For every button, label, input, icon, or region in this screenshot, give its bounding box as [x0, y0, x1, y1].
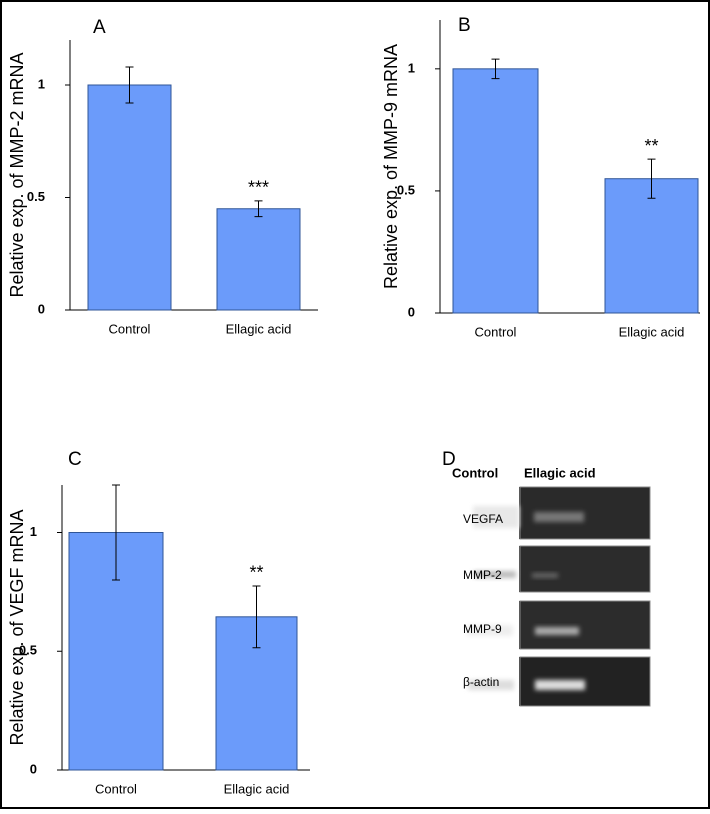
significance: ***	[248, 178, 269, 198]
band	[468, 680, 514, 690]
panel-label: A	[93, 17, 106, 38]
y-axis-label: Relative exp. of MMP-9 mRNA	[381, 44, 401, 289]
panel-label: D	[442, 449, 456, 470]
band	[474, 571, 516, 578]
y-axis-label: Relative exp. of MMP-2 mRNA	[7, 52, 27, 297]
error-bar	[647, 158, 656, 199]
y-tick-label: 0.5	[27, 189, 45, 204]
gel-row-label: MMP-2	[463, 568, 502, 582]
panel-label: C	[68, 449, 82, 470]
y-tick-label: 1	[38, 76, 45, 91]
band	[535, 627, 579, 635]
gel-row-label: VEGFA	[463, 512, 503, 526]
band	[473, 506, 519, 528]
gel-row-label: MMP-9	[463, 622, 502, 636]
error-bar	[252, 585, 261, 649]
bar	[87, 84, 172, 311]
y-tick-label: 0.5	[19, 643, 37, 658]
bar	[452, 68, 539, 314]
panel-label: B	[458, 15, 471, 36]
significance: **	[249, 563, 263, 583]
bar	[216, 208, 301, 311]
error-bar	[491, 58, 500, 80]
y-tick-label: 0	[30, 761, 37, 776]
y-tick-label: 0.5	[397, 182, 415, 197]
bar	[604, 178, 699, 314]
band	[467, 625, 513, 636]
error-bar	[254, 200, 263, 218]
gel-column: Ellagic acid	[524, 465, 596, 480]
gel-row-label: β-actin	[463, 675, 499, 689]
band	[535, 680, 585, 690]
y-tick-label: 0	[408, 304, 415, 319]
y-tick-label: 0	[38, 301, 45, 316]
x-tick-label: Ellagic acid	[224, 781, 290, 796]
x-tick-label: Ellagic acid	[619, 324, 685, 339]
band	[534, 512, 584, 522]
y-axis-label: Relative exp. of VEGF mRNA	[7, 509, 27, 745]
band	[532, 573, 558, 578]
x-tick-label: Ellagic acid	[226, 321, 292, 336]
gel-box	[519, 545, 651, 593]
y-tick-label: 1	[408, 60, 415, 75]
x-tick-label: Control	[109, 321, 151, 336]
significance: **	[644, 136, 658, 156]
gel-box	[519, 600, 651, 650]
x-tick-label: Control	[95, 781, 137, 796]
x-tick-label: Control	[475, 324, 517, 339]
gel-column: Control	[452, 465, 498, 480]
gel-rows	[459, 486, 651, 707]
error-bar	[125, 66, 134, 104]
y-tick-label: 1	[30, 524, 37, 539]
error-bar	[112, 484, 120, 581]
